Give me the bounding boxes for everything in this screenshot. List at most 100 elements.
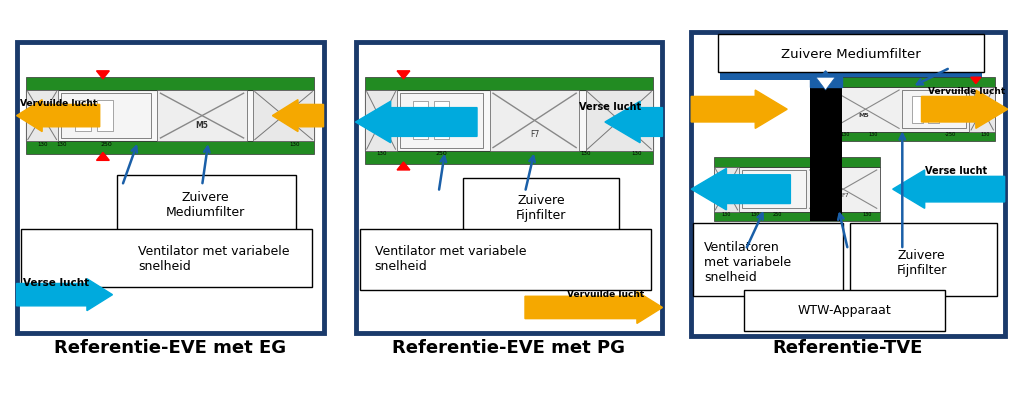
FancyArrow shape [273,100,324,132]
Bar [752,176,764,203]
Polygon shape [816,77,835,90]
Bar [61,93,151,138]
Text: 250: 250 [100,142,112,147]
Text: Ventilator met variabele
snelheid: Ventilator met variabele snelheid [375,245,526,273]
Text: -250: -250 [945,132,956,137]
Bar [829,87,995,132]
Bar [490,90,579,151]
Bar [365,90,653,151]
Text: 130: 130 [722,212,731,217]
FancyArrow shape [691,90,787,128]
Bar [97,100,113,131]
Text: M5: M5 [195,120,209,130]
Bar [714,157,880,167]
Bar [26,141,314,154]
Bar [585,90,653,151]
Bar [809,77,842,87]
Text: Verse lucht: Verse lucht [579,103,641,113]
FancyBboxPatch shape [719,34,983,73]
Bar [365,151,653,164]
Text: Zuivere Mediumfilter: Zuivere Mediumfilter [781,48,921,61]
FancyBboxPatch shape [360,229,652,290]
Bar [400,93,484,148]
Bar [253,90,314,141]
Bar [768,176,780,203]
Text: 130: 130 [56,142,66,147]
Text: Verse lucht: Verse lucht [924,166,986,176]
Text: 130: 130 [631,152,642,156]
Text: 130: 130 [862,212,871,217]
Bar [26,90,58,141]
Bar [902,90,966,128]
FancyArrow shape [355,101,477,143]
Text: 130: 130 [37,142,48,147]
FancyBboxPatch shape [117,175,296,232]
FancyBboxPatch shape [355,42,663,333]
Text: Verse lucht: Verse lucht [23,278,90,288]
FancyArrow shape [525,291,663,324]
Text: 250: 250 [436,152,448,156]
Text: Zuivere
Fijnfilter: Zuivere Fijnfilter [896,249,947,277]
Bar [434,101,449,139]
Text: Vervuilde lucht: Vervuilde lucht [927,87,1005,97]
Text: Zuivere
Fijnfilter: Zuivere Fijnfilter [516,194,566,222]
Bar [969,87,995,132]
FancyBboxPatch shape [21,229,313,286]
Bar [26,77,314,90]
Text: F7: F7 [530,130,540,139]
Text: 130: 130 [868,132,879,137]
Bar [157,90,246,141]
Bar [365,77,653,90]
Bar [714,167,880,211]
Polygon shape [97,152,109,160]
FancyBboxPatch shape [462,178,619,235]
Bar [714,167,739,211]
Text: M5: M5 [858,113,869,118]
Text: 130: 130 [289,142,300,147]
Bar [714,211,880,221]
Bar [829,77,995,87]
Bar [829,132,995,141]
Text: Zuivere
Mediumfilter: Zuivere Mediumfilter [166,191,245,219]
Text: 130: 130 [376,152,387,156]
Bar [927,96,940,122]
Bar [912,96,923,122]
FancyArrow shape [691,168,790,210]
Bar [809,77,842,221]
FancyArrow shape [921,90,1008,128]
FancyArrow shape [16,279,113,311]
Polygon shape [397,162,410,170]
Bar [74,100,91,131]
Text: Ventilator met variabele
snelheid: Ventilator met variabele snelheid [138,245,289,273]
Text: Vervuilde lucht: Vervuilde lucht [19,99,97,108]
FancyBboxPatch shape [850,223,997,296]
Bar [365,90,397,151]
Text: 130: 130 [980,132,991,137]
Text: 130: 130 [750,212,759,217]
Title: Referentie-TVE: Referentie-TVE [773,340,923,358]
Text: Vervuilde lucht: Vervuilde lucht [567,290,643,300]
FancyArrow shape [605,101,663,143]
FancyBboxPatch shape [744,290,946,332]
FancyArrow shape [16,100,100,132]
Bar [412,101,428,139]
Title: Referentie-EVE met PG: Referentie-EVE met PG [393,340,625,358]
Text: Ventilatoren
met variabele
snelheid: Ventilatoren met variabele snelheid [704,241,791,284]
Polygon shape [816,71,835,84]
Title: Referentie-EVE met EG: Referentie-EVE met EG [54,340,286,358]
Text: 250: 250 [773,212,782,217]
Polygon shape [97,71,109,79]
Bar [720,73,982,81]
Bar [742,170,806,208]
Bar [26,90,314,141]
FancyBboxPatch shape [691,32,1005,336]
FancyBboxPatch shape [693,223,843,296]
Polygon shape [971,77,981,84]
Text: F7: F7 [841,193,849,198]
Polygon shape [397,71,410,79]
FancyBboxPatch shape [16,42,324,333]
Text: 130: 130 [580,152,591,156]
Text: 130: 130 [840,132,849,137]
Text: WTW-Apparaat: WTW-Apparaat [798,304,892,317]
FancyArrow shape [893,170,1005,208]
